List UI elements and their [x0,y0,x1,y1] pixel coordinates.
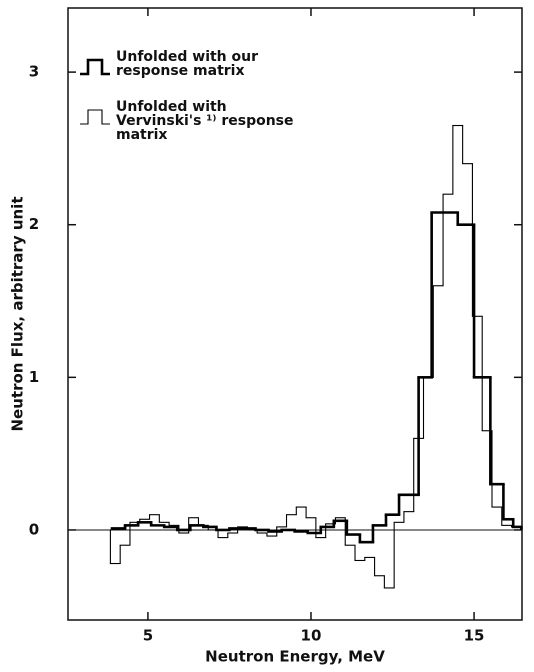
legend-entry-box: Unfolded with Vervinski's ¹⁾ response ma… [116,100,294,140]
y-tick-label: 2 [29,215,39,233]
x-tick-label: 15 [464,627,485,645]
x-tick-label: 5 [143,627,153,645]
legend-label: Unfolded with our response matrix [116,50,259,79]
y-axis-label: Neutron Flux, arbitrary unit [9,197,27,432]
x-axis-label: Neutron Energy, MeV [205,648,385,666]
legend-swatch [80,58,110,76]
y-tick-label: 0 [29,520,39,538]
legend-label: Unfolded with Vervinski's ¹⁾ response ma… [116,100,294,140]
plot-frame [67,7,523,621]
legend-swatch [80,109,110,125]
legend-entry-box: Unfolded with our response matrix [116,50,259,79]
y-tick-label: 1 [29,368,39,386]
y-tick-label: 3 [29,63,39,81]
x-tick-label: 10 [301,627,322,645]
